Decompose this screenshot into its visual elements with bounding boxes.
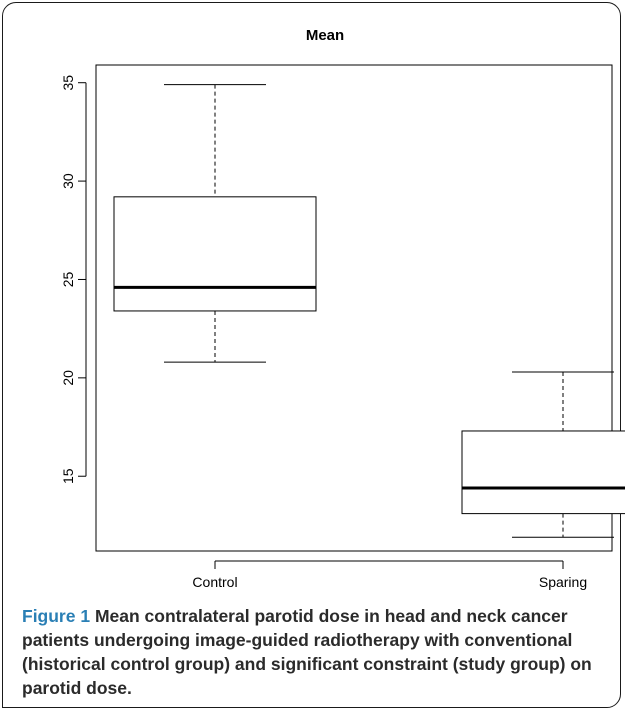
x-axis: Control Sparing	[192, 560, 587, 590]
box-control	[113, 84, 317, 363]
x-tick-label: Sparing	[539, 574, 587, 590]
y-tick-label: 15	[60, 468, 76, 484]
caption-text: Mean contralateral parotid dose in head …	[22, 606, 592, 698]
y-tick-label: 35	[60, 75, 76, 91]
figure-label: Figure 1	[22, 606, 91, 626]
iqr-box	[461, 430, 625, 515]
figure-caption: Figure 1 Mean contralateral parotid dose…	[22, 604, 607, 700]
y-tick-label: 25	[60, 271, 76, 287]
x-tick-label: Control	[192, 574, 237, 590]
boxes-group	[113, 84, 625, 538]
iqr-box	[113, 196, 317, 312]
boxplot-chart: Mean 15 20 25 30 35 Control Sparing	[60, 27, 625, 590]
chart-title: Mean	[306, 27, 344, 44]
plot-area	[95, 64, 613, 552]
y-tick-label: 30	[60, 173, 76, 189]
y-tick-label: 20	[60, 370, 76, 386]
y-axis: 15 20 25 30 35	[60, 75, 87, 484]
box-sparing	[461, 371, 625, 538]
